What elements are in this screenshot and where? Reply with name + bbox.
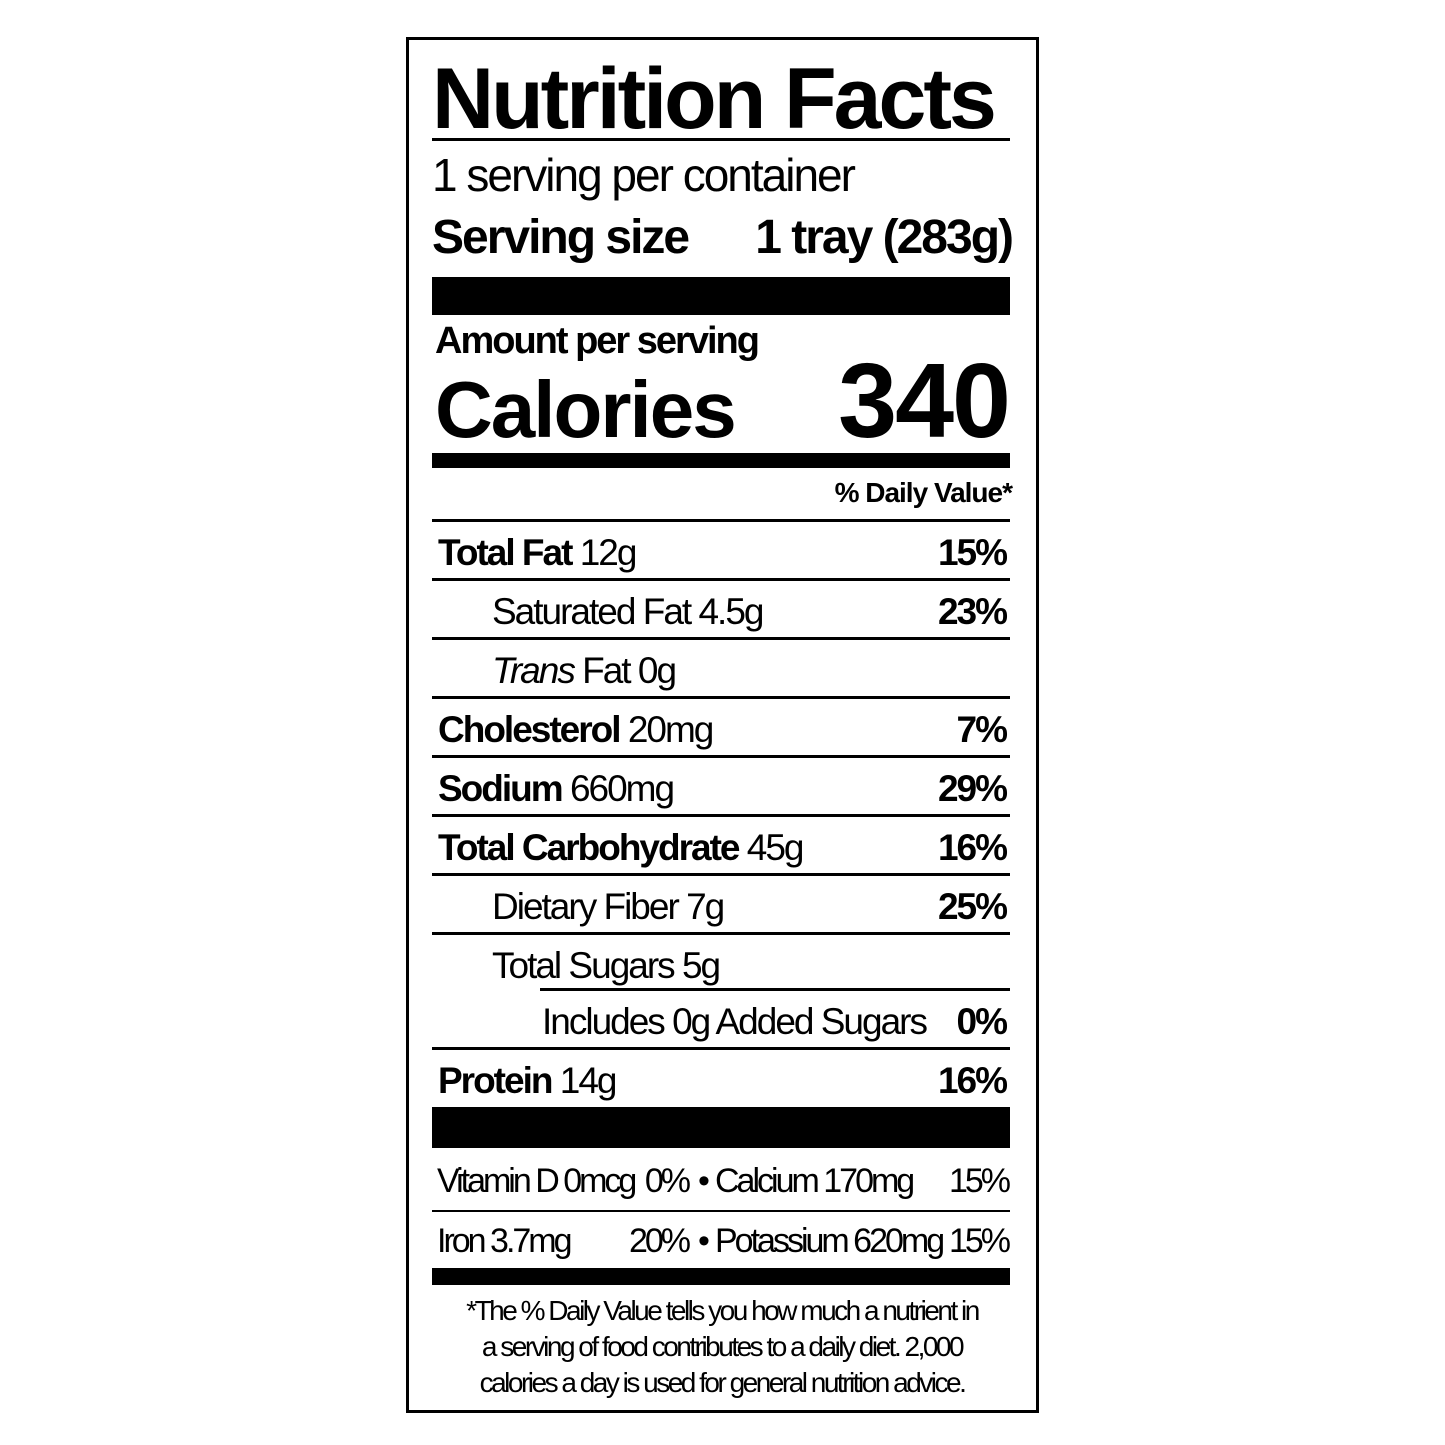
nutrient-dv: 16% bbox=[937, 827, 1008, 868]
nutrient-amount: 12g bbox=[579, 532, 638, 573]
vitamin-left: Iron 3.7mg bbox=[437, 1222, 573, 1260]
nutrient-row-added-sugars: Includes 0g Added Sugars 0% bbox=[432, 988, 1010, 1047]
vitamin-right: Calcium 170mg bbox=[715, 1162, 915, 1200]
nutrient-amount: 20mg bbox=[627, 709, 715, 750]
footnote-line: a serving of food contributes to a daily… bbox=[481, 1331, 965, 1362]
nutrient-dv: 29% bbox=[937, 768, 1008, 809]
nutrient-amount: 45g bbox=[746, 827, 805, 868]
amount-per-serving: Amount per serving bbox=[435, 320, 760, 362]
nutrient-dv: 0% bbox=[956, 1001, 1009, 1042]
nutrient-name: Includes 0g Added Sugars bbox=[542, 1001, 928, 1042]
nutrient-name: Cholesterol bbox=[438, 709, 622, 750]
nutrient-dv: 16% bbox=[937, 1060, 1008, 1101]
footnote-line: *The % Daily Value tells you how much a … bbox=[466, 1295, 980, 1326]
label-title: Nutrition Facts bbox=[432, 51, 997, 147]
daily-value-header: % Daily Value* bbox=[834, 477, 1013, 508]
nutrient-dv: 25% bbox=[937, 886, 1008, 927]
bullet: • bbox=[698, 1222, 710, 1260]
vitamin-left-dv: 0% bbox=[644, 1162, 691, 1200]
nutrient-name-rest: Fat bbox=[582, 650, 631, 691]
nutrient-table: Total Fat 12g 15% Saturated Fat 4.5g 23%… bbox=[432, 519, 1010, 1106]
thick-divider bbox=[432, 1107, 1010, 1148]
nutrient-row-sodium: Sodium 660mg 29% bbox=[432, 755, 1010, 814]
nutrient-name: Trans bbox=[492, 650, 576, 691]
nutrient-row-trans-fat: Trans Fat 0g bbox=[432, 637, 1010, 696]
vitamin-row: Vitamin D 0mcg 0% • Calcium 170mg 15% bbox=[432, 1162, 1011, 1200]
nutrient-row-dietary-fiber: Dietary Fiber 7g 25% bbox=[432, 873, 1010, 932]
nutrient-name: Saturated Fat bbox=[492, 591, 692, 632]
vitamin-left-dv: 20% bbox=[628, 1222, 691, 1260]
nutrient-name: Total Fat bbox=[438, 532, 573, 573]
nutrient-name: Protein bbox=[438, 1060, 553, 1101]
nutrient-dv: 7% bbox=[956, 709, 1009, 750]
nutrient-name: Dietary Fiber bbox=[492, 886, 680, 927]
nutrient-amount: 7g bbox=[686, 886, 725, 927]
serving-size-value: 1 tray (283g) bbox=[755, 211, 1014, 264]
nutrient-row-saturated-fat: Saturated Fat 4.5g 23% bbox=[432, 578, 1010, 637]
vitamin-right-dv: 15% bbox=[948, 1222, 1011, 1260]
nutrient-row-total-sugars: Total Sugars 5g bbox=[432, 932, 1010, 991]
nutrient-name: Sodium bbox=[438, 768, 564, 809]
divider bbox=[432, 138, 1010, 141]
nutrient-row-cholesterol: Cholesterol 20mg 7% bbox=[432, 696, 1010, 755]
calories-label: Calories bbox=[435, 365, 737, 454]
nutrient-row-protein: Protein 14g 16% bbox=[432, 1047, 1010, 1106]
nutrient-name: Total Carbohydrate bbox=[438, 827, 740, 868]
thick-divider bbox=[432, 277, 1010, 315]
nutrient-amount: 14g bbox=[559, 1060, 618, 1101]
vitamin-right: Potassium 620mg bbox=[715, 1222, 945, 1260]
servings-per-container: 1 serving per container bbox=[432, 149, 856, 201]
medium-divider bbox=[432, 1268, 1010, 1285]
serving-size-label: Serving size bbox=[432, 211, 690, 264]
nutrient-amount: 0g bbox=[637, 650, 677, 691]
nutrient-row-total-carbohydrate: Total Carbohydrate 45g 16% bbox=[432, 814, 1010, 873]
nutrient-dv: 23% bbox=[937, 591, 1008, 632]
vitamin-left: Vitamin D 0mcg bbox=[437, 1162, 637, 1200]
medium-divider bbox=[432, 453, 1010, 468]
nutrient-dv: 15% bbox=[937, 532, 1008, 573]
nutrient-amount: 5g bbox=[681, 945, 721, 986]
footnote: *The % Daily Value tells you how much a … bbox=[412, 1293, 1032, 1401]
vitamin-row: Iron 3.7mg 20% • Potassium 620mg 15% bbox=[432, 1222, 1011, 1260]
divider bbox=[432, 1210, 1010, 1212]
footnote-line: calories a day is used for general nutri… bbox=[479, 1367, 967, 1398]
calories-value: 340 bbox=[838, 342, 1011, 460]
vitamin-right-dv: 15% bbox=[948, 1162, 1011, 1200]
nutrition-label bbox=[406, 37, 1039, 1413]
nutrient-row-total-fat: Total Fat 12g 15% bbox=[432, 519, 1010, 578]
bullet: • bbox=[698, 1162, 710, 1200]
nutrient-name: Total Sugars bbox=[492, 945, 676, 986]
nutrient-amount: 660mg bbox=[569, 768, 675, 809]
nutrient-amount: 4.5g bbox=[698, 591, 764, 632]
